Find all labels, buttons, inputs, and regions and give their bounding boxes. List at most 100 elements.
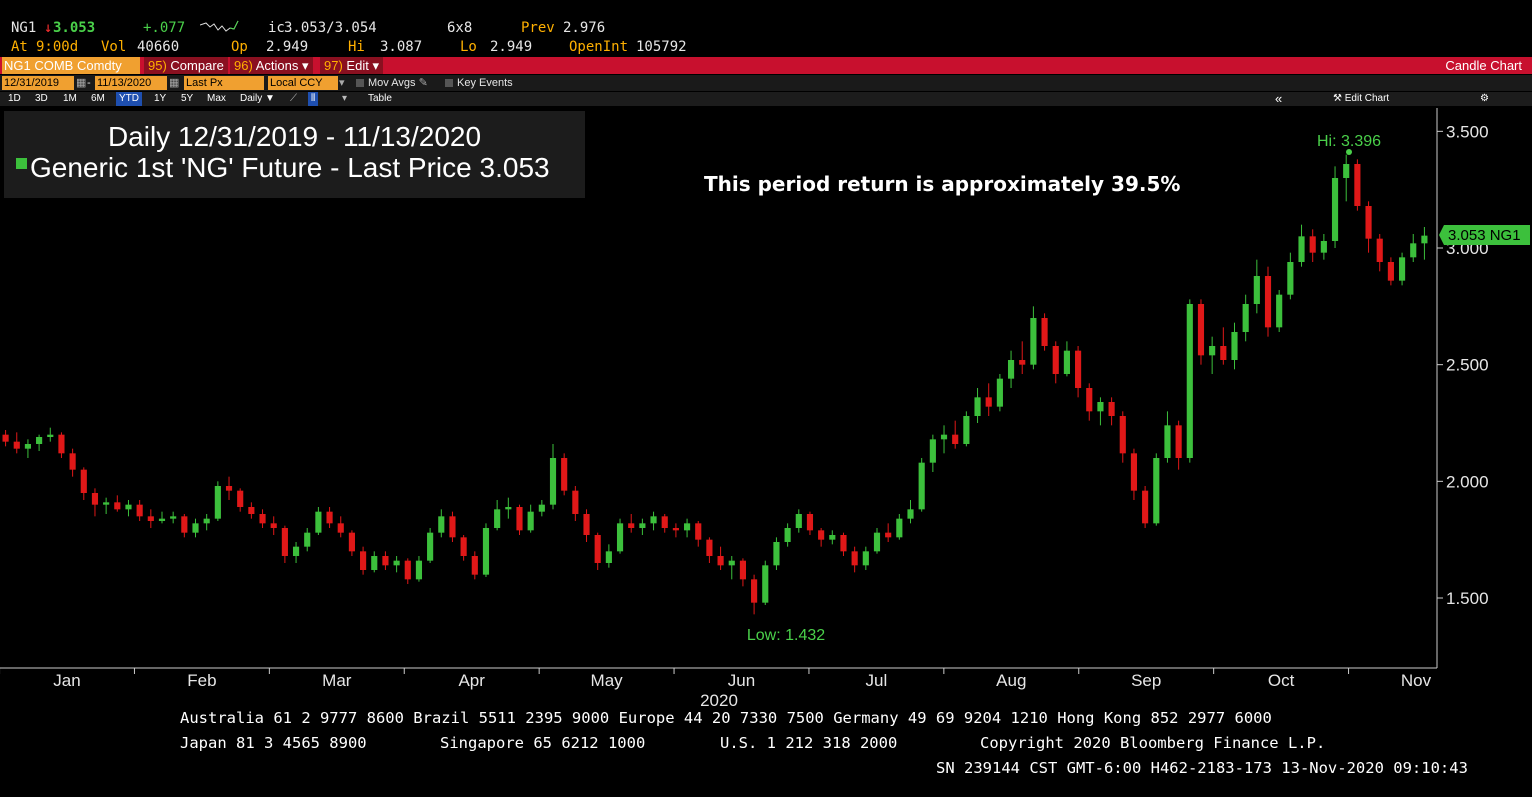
gear-icon[interactable]: ⚙ [1480,93,1489,104]
candle-body [561,458,568,491]
candle-body [974,397,981,416]
candle-body [47,434,54,437]
candle-body [1287,262,1294,295]
candle-body [996,378,1003,407]
candle-body [628,523,635,528]
edit-button[interactable]: 97) Edit ▾ [320,57,383,74]
candle-body [1253,276,1260,304]
candle-body [80,469,87,493]
wrench-icon: ⚒ [1333,93,1342,104]
openint-value: 105792 [636,39,687,55]
key-events-label: Key Events [457,77,513,89]
candle-body [371,556,378,570]
candle-body [1075,350,1082,388]
chevron-down-icon[interactable]: ▾ [339,77,345,89]
range-ytd[interactable]: YTD [116,92,142,106]
open-label: Op [231,39,248,55]
candle-body [896,518,903,538]
high-label: Hi [348,39,365,55]
candle-body [1052,346,1059,374]
range-1y[interactable]: 1Y [154,93,167,104]
candle-body [69,453,76,470]
security-field[interactable]: NG1 COMB Comdty [2,57,140,74]
compare-label: Compare [170,58,224,73]
edit-label: Edit [346,58,369,73]
candle-body [862,551,869,566]
candle-body [1343,164,1350,178]
collapse-left-icon[interactable]: « [1275,91,1283,106]
candle-body [840,535,847,552]
period-select[interactable]: Daily ▼ [240,92,275,106]
legend-period: Daily 12/31/2019 - 11/13/2020 [107,121,482,152]
candle-body [270,523,277,528]
compare-button[interactable]: 95) Compare [144,57,228,74]
candle-body [851,551,858,566]
candle-body [1410,243,1417,258]
candle-body [505,507,512,510]
footer-copyright: Copyright 2020 Bloomberg Finance L.P. [980,734,1326,752]
vol-label: Vol [101,39,127,55]
candle-body [404,560,411,580]
candle-body [471,556,478,575]
candles-group [2,154,1428,615]
candle-body [661,516,668,528]
candle-chart-icon[interactable]: ⫴ [308,92,319,106]
range-1d[interactable]: 1D [8,93,21,104]
candle-body [1007,360,1015,379]
x-tick-label: Jul [866,671,888,690]
key-events-toggle[interactable]: Key Events [445,76,513,90]
range-max[interactable]: Max [207,93,226,104]
mov-avgs-toggle[interactable]: Mov Avgs ✎ [356,76,428,90]
candle-body [482,528,490,575]
range-1m[interactable]: 1M [63,93,77,104]
candle-body [1030,318,1037,365]
currency-select[interactable]: Local CCY [268,76,338,90]
candle-body [806,514,814,531]
edit-chart-button[interactable]: ⚒ Edit Chart [1333,92,1389,106]
y-tick-label: 3.500 [1446,122,1489,141]
x-tick-label: Jun [728,671,755,690]
edit-chart-label: Edit Chart [1344,93,1390,104]
calendar-icon[interactable]: ▦ [76,77,87,89]
high-marker-label: Hi: 3.396 [1317,133,1381,150]
start-date-field[interactable]: 12/31/2019 [2,76,74,90]
ticker[interactable]: NG1 [11,20,37,36]
field-select[interactable]: Last Px [184,76,264,90]
pencil-icon[interactable]: ✎ [418,77,428,89]
candle-body [985,397,992,407]
x-tick-label: Nov [1401,671,1432,690]
high-value: 3.087 [380,39,423,55]
candle-body [494,509,501,528]
range-6m[interactable]: 6M [91,93,105,104]
last-price-tag: 3.053 NG1 [1439,225,1530,245]
end-date-field[interactable]: 11/13/2020 [95,76,167,90]
range-3d[interactable]: 3D [35,93,48,104]
candle-body [1276,294,1283,328]
candle-body [1264,276,1272,328]
candle-body [1153,458,1160,524]
candle-body [214,486,221,519]
candle-body [170,516,177,519]
line-chart-icon[interactable]: ⟋ [290,93,297,104]
chevron-down-icon[interactable]: ▾ [342,93,348,104]
candle-body [337,523,344,533]
candle-body [784,528,791,542]
x-tick-label: Aug [996,671,1026,690]
calendar-icon[interactable]: ▦ [169,77,180,89]
prev-label: Prev [521,20,555,36]
candle-body [2,434,9,442]
candle-body [639,523,646,528]
candle-body [326,511,333,524]
candle-body [114,502,121,510]
table-button[interactable]: Table [368,93,392,104]
range-5y[interactable]: 5Y [181,93,194,104]
actions-button[interactable]: 96) Actions ▾ [230,57,313,74]
at-label: At [11,39,28,55]
candle-body [605,551,612,563]
chevron-down-icon: ▼ [265,93,275,104]
candle-body [348,532,355,552]
candle-body [181,516,188,533]
candle-body [1175,425,1182,458]
candle-body [203,518,210,524]
